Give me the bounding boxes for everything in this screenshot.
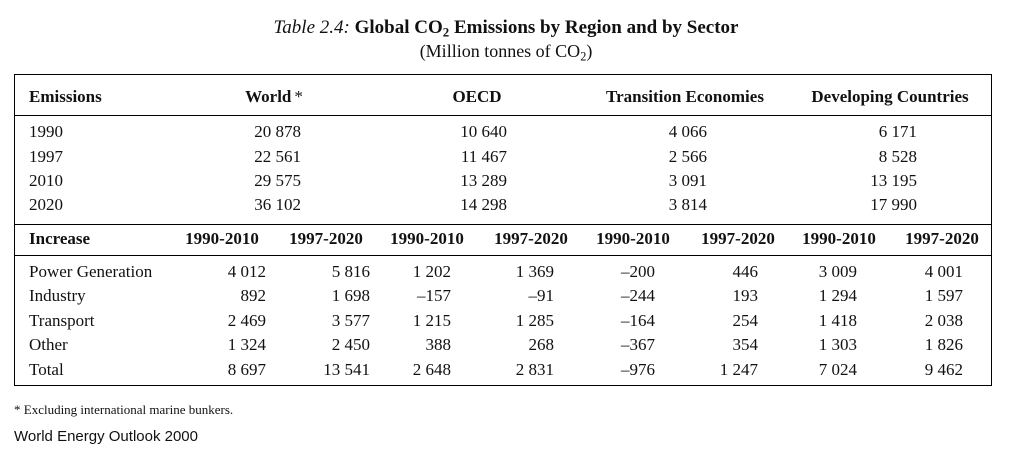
sector-label: Industry xyxy=(29,286,86,305)
emission-value: 17 990 xyxy=(870,195,917,214)
increase-value: 1 294 xyxy=(818,286,857,305)
row-year: 2010 xyxy=(29,171,63,190)
increase-value: 446 xyxy=(732,262,759,281)
increase-value: 2 450 xyxy=(331,335,370,354)
subtitle-subscript: 2 xyxy=(580,49,587,64)
increase-value: 2 038 xyxy=(924,311,963,330)
period-header: 1997-2020 xyxy=(494,229,568,248)
row-year: 1990 xyxy=(29,122,63,141)
table-title: Table 2.4: Global CO2 Emissions by Regio… xyxy=(0,16,1012,40)
period-header: 1990-2010 xyxy=(596,229,670,248)
row-year: 1997 xyxy=(29,147,63,166)
table-title-text: Global CO2 Emissions by Region and by Se… xyxy=(354,17,739,40)
increase-value: 13 541 xyxy=(323,360,370,379)
period-header: 1990-2010 xyxy=(390,229,464,248)
column-header-developing: Developing Countries xyxy=(811,87,969,106)
increase-header-rule xyxy=(15,255,991,256)
increase-value: –164 xyxy=(621,311,655,330)
increase-value: –367 xyxy=(621,335,655,354)
increase-value: 1 324 xyxy=(227,335,266,354)
emission-value: 20 878 xyxy=(254,122,301,141)
increase-value: 1 285 xyxy=(515,311,554,330)
column-header-world-text: World xyxy=(245,87,292,106)
column-header-oecd: OECD xyxy=(452,87,502,106)
source-label: World Energy Outlook 2000 xyxy=(14,428,198,445)
emission-value: 11 467 xyxy=(460,147,507,166)
column-header-transition: Transition Economies xyxy=(606,87,764,106)
increase-value: 1 215 xyxy=(412,311,451,330)
increase-value: 1 202 xyxy=(412,262,451,281)
emission-value: 10 640 xyxy=(460,122,507,141)
data-table: Emissions World * OECD Transition Economies D… xyxy=(14,74,992,386)
column-header-world: World * xyxy=(204,87,344,107)
increase-value: 3 009 xyxy=(818,262,857,281)
increase-value: 2 831 xyxy=(515,360,554,379)
emission-value: 2 566 xyxy=(668,147,707,166)
increase-value: 268 xyxy=(528,335,555,354)
row-year: 2020 xyxy=(29,195,63,214)
increase-value: 1 597 xyxy=(924,286,963,305)
title-subscript: 2 xyxy=(442,24,450,40)
increase-value: 2 469 xyxy=(227,311,266,330)
emission-value: 13 195 xyxy=(870,171,917,190)
increase-header-label: Increase xyxy=(29,229,91,248)
increase-value: 254 xyxy=(732,311,759,330)
increase-value: 1 303 xyxy=(818,335,857,354)
subtitle-part: ) xyxy=(586,41,593,61)
increase-value: –157 xyxy=(417,286,451,305)
emission-value: 8 528 xyxy=(878,147,917,166)
table-number: Table 2.4: xyxy=(273,17,350,38)
period-header: 1997-2020 xyxy=(289,229,363,248)
emission-value: 13 289 xyxy=(460,171,507,190)
emission-value: 29 575 xyxy=(254,171,301,190)
increase-value: 1 369 xyxy=(515,262,554,281)
emission-value: 4 066 xyxy=(668,122,707,141)
increase-value: –91 xyxy=(528,286,555,305)
sector-label: Transport xyxy=(29,311,95,330)
increase-value: –244 xyxy=(621,286,655,305)
title-part: Emissions by Region and by Sector xyxy=(449,17,739,38)
increase-value: 4 012 xyxy=(227,262,266,281)
increase-value: 1 418 xyxy=(818,311,857,330)
increase-value: 1 247 xyxy=(719,360,758,379)
sector-label: Other xyxy=(29,335,68,354)
increase-value: 3 577 xyxy=(331,311,370,330)
emission-value: 3 814 xyxy=(668,195,707,214)
emission-value: 36 102 xyxy=(254,195,301,214)
table-title-block: Table 2.4: Global CO2 Emissions by Regio… xyxy=(0,16,1012,63)
section-rule xyxy=(15,224,991,225)
increase-value: –976 xyxy=(621,360,655,379)
increase-value: 388 xyxy=(425,335,452,354)
increase-value: 2 648 xyxy=(412,360,451,379)
emission-value: 14 298 xyxy=(460,195,507,214)
subtitle-part: (Million tonnes of CO xyxy=(419,41,581,61)
increase-value: 4 001 xyxy=(924,262,963,281)
emission-value: 22 561 xyxy=(254,147,301,166)
table-subtitle: (Million tonnes of CO2) xyxy=(0,40,1012,63)
header-rule xyxy=(15,115,991,116)
sector-label: Total xyxy=(29,360,64,379)
increase-value: 5 816 xyxy=(331,262,370,281)
emission-value: 6 171 xyxy=(878,122,917,141)
period-header: 1990-2010 xyxy=(185,229,259,248)
period-header: 1997-2020 xyxy=(701,229,775,248)
footnote-marker: * xyxy=(294,87,303,106)
period-header: 1997-2020 xyxy=(905,229,979,248)
increase-value: 193 xyxy=(732,286,759,305)
emissions-header-label: Emissions xyxy=(29,87,102,106)
title-part: Global CO xyxy=(354,17,443,38)
increase-value: 9 462 xyxy=(924,360,963,379)
increase-value: 354 xyxy=(732,335,759,354)
footnote: * Excluding international marine bunkers… xyxy=(14,402,234,417)
increase-value: –200 xyxy=(621,262,655,281)
emission-value: 3 091 xyxy=(668,171,707,190)
increase-value: 1 826 xyxy=(924,335,963,354)
sector-label: Power Generation xyxy=(29,262,153,281)
increase-value: 7 024 xyxy=(818,360,857,379)
period-header: 1990-2010 xyxy=(802,229,876,248)
increase-value: 8 697 xyxy=(227,360,266,379)
increase-value: 1 698 xyxy=(331,286,370,305)
increase-value: 892 xyxy=(240,286,267,305)
